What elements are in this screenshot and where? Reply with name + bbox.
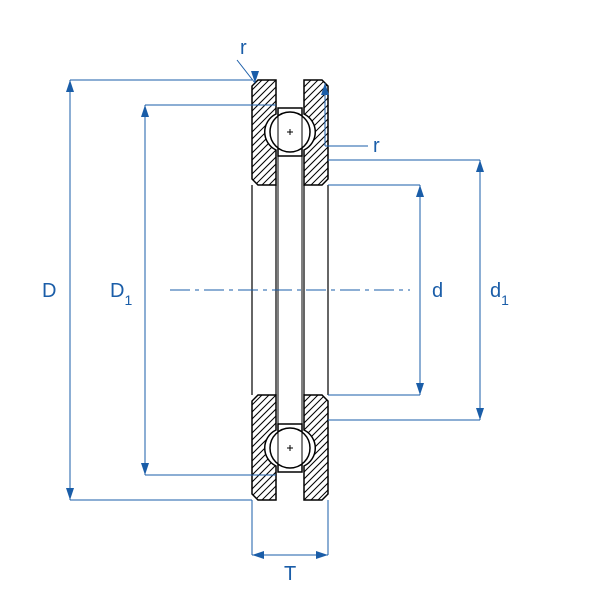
label-r-top: r <box>240 37 247 59</box>
label-D1: D1 <box>110 280 132 308</box>
label-r-right: r <box>373 135 380 157</box>
label-d1: d1 <box>490 280 509 308</box>
label-d: d <box>432 280 443 302</box>
label-T: T <box>284 563 296 585</box>
label-D: D <box>42 280 56 302</box>
